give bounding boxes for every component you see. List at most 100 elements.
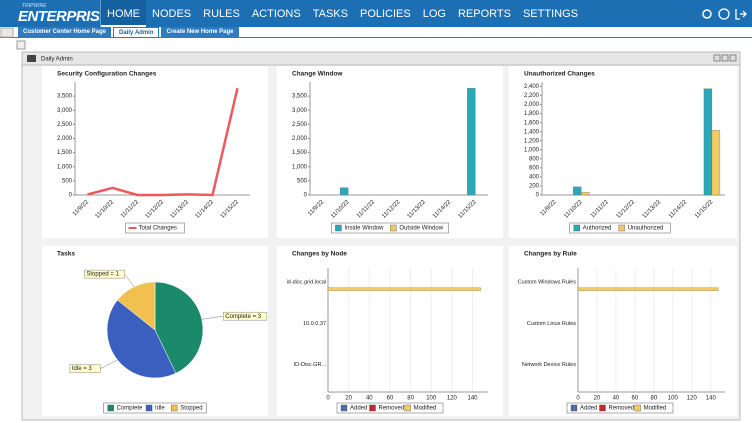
y-tick-label: 500 <box>297 178 308 184</box>
logo[interactable]: ENTERPRISE <box>18 8 109 25</box>
chart-card <box>42 66 268 238</box>
x-tick-label: 60 <box>632 396 639 402</box>
x-tick-label: 80 <box>651 396 658 402</box>
legend-label: Added <box>580 406 597 412</box>
x-tick-label: 140 <box>706 396 717 402</box>
nav-item[interactable]: ACTIONS <box>251 8 301 20</box>
collapse-button[interactable] <box>0 27 14 38</box>
y-tick-label: 2,500 <box>292 122 308 128</box>
y-tick-label: Network Device Rules <box>522 362 576 368</box>
chart-card <box>509 246 737 416</box>
legend-label: Added <box>350 406 367 412</box>
legend-box <box>125 222 185 234</box>
legend-label: Modified <box>644 406 667 412</box>
x-tick-label: 0 <box>326 396 330 402</box>
tab[interactable]: Daily Admin <box>113 27 160 38</box>
x-tick-label: 120 <box>687 396 698 402</box>
nav-item[interactable]: RULES <box>203 8 240 20</box>
bar <box>467 88 476 196</box>
nav-item[interactable]: REPORTS <box>457 8 511 20</box>
bar <box>327 287 481 291</box>
chart-title: Tasks <box>57 251 75 258</box>
line-series <box>87 87 239 197</box>
add-button[interactable] <box>16 40 26 50</box>
x-tick-label: 120 <box>447 396 458 402</box>
data-label-box <box>222 311 268 321</box>
legend-label: Complete <box>117 406 143 412</box>
y-tick-label: 500 <box>62 178 73 184</box>
x-tick-label: 140 <box>468 396 479 402</box>
y-tick-label: 0 <box>304 193 308 199</box>
chart-title: Changes by Node <box>292 251 347 258</box>
bar <box>339 187 349 196</box>
nav-item[interactable]: POLICIES <box>359 8 411 20</box>
y-tick-label: 0 <box>69 193 73 199</box>
data-label: Stopped = 1 <box>86 272 119 278</box>
x-tick-label: 100 <box>668 396 679 402</box>
bar <box>703 88 713 196</box>
y-tick-label: 400 <box>529 174 540 180</box>
y-tick-label: 10.0.0.37 <box>303 321 326 327</box>
legend-marker <box>369 404 376 412</box>
y-tick-label: 1,000 <box>524 147 540 153</box>
legend-box <box>331 222 449 234</box>
y-tick-label: 1,500 <box>57 150 73 156</box>
chart-card <box>509 66 737 238</box>
panel-header <box>21 51 741 66</box>
nav-item[interactable]: HOME <box>101 0 146 27</box>
legend-label: Removed <box>379 406 405 412</box>
y-tick-label: 1,000 <box>57 164 73 170</box>
legend-label: Modified <box>414 406 437 412</box>
y-tick-label: 600 <box>529 165 540 171</box>
chart-title: Security Configuration Changes <box>57 71 157 78</box>
y-tick-label: Custom Windows Rules <box>518 279 577 285</box>
legend-label: Outside Window <box>399 226 443 232</box>
nav-item[interactable]: LOG <box>422 8 446 20</box>
toolbar-icons[interactable] <box>700 7 748 21</box>
legend-marker <box>573 224 580 232</box>
nav-item[interactable]: SETTINGS <box>522 8 578 20</box>
legend-marker <box>570 404 578 412</box>
y-tick-label: 1,600 <box>524 120 540 126</box>
nav-item[interactable]: TASKS <box>312 8 348 20</box>
top-bar: TRIPWIRE ENTERPRISE HOME NODES RULES ACTION… <box>0 0 752 27</box>
y-tick-label: 2,000 <box>524 102 540 108</box>
tab-strip <box>0 37 752 38</box>
bar <box>711 130 721 196</box>
y-tick-label: 3,000 <box>292 108 308 114</box>
pie-slice <box>106 299 177 379</box>
legend-label: Unauthorized <box>628 226 664 232</box>
tab[interactable]: Customer Center Home Page <box>18 27 112 37</box>
panel-control[interactable] <box>713 54 721 62</box>
panel-title: Daily Admin <box>41 57 73 63</box>
legend-label: Idle <box>155 406 165 412</box>
panel-control[interactable] <box>729 54 737 62</box>
y-tick-label: 1,200 <box>524 138 540 144</box>
legend-label: Total Changes <box>139 226 177 232</box>
y-tick-label: 1,000 <box>292 164 308 170</box>
legend-box <box>566 402 674 414</box>
leader <box>100 359 118 369</box>
legend-marker <box>107 404 114 412</box>
y-tick-label: 3,000 <box>57 108 73 114</box>
nav-item[interactable]: NODES <box>152 8 192 20</box>
legend-marker <box>145 404 153 412</box>
x-tick-label: 40 <box>366 396 373 402</box>
panel-control[interactable] <box>721 54 729 62</box>
y-tick-label: 3,500 <box>292 94 308 100</box>
tab[interactable]: Create New Home Page <box>161 27 239 37</box>
legend-marker <box>599 404 606 412</box>
y-tick-label: 1,500 <box>292 150 308 156</box>
x-tick-label: 60 <box>387 396 394 402</box>
chart-title: Change Window <box>292 71 343 78</box>
legend-marker <box>335 224 342 232</box>
y-tick-label: id-disc.grid.local <box>287 279 326 285</box>
legend-marker <box>404 404 411 412</box>
data-label: Idle = 3 <box>72 366 93 372</box>
bar <box>573 186 582 196</box>
chart-title: Unauthorized Changes <box>524 71 595 78</box>
data-label-box <box>84 269 125 279</box>
y-tick-label: Custom Linux Rules <box>527 321 576 327</box>
x-tick-label: 0 <box>576 396 580 402</box>
